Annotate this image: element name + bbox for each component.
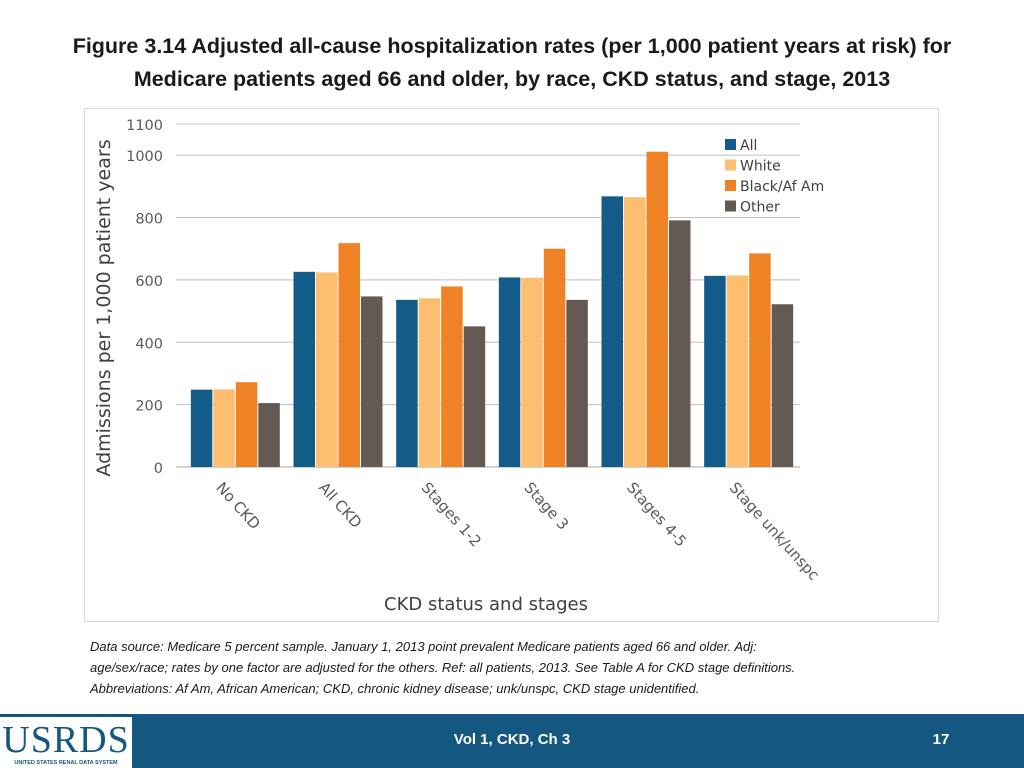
y-tick-label: 1100 <box>126 118 163 134</box>
bar-other-1 <box>361 296 383 467</box>
bar-other-3 <box>566 299 588 467</box>
y-tick-label: 400 <box>135 336 163 352</box>
bar-black-af-am-4 <box>646 151 668 467</box>
bar-all-1 <box>293 271 315 467</box>
footer-bar <box>0 714 1024 768</box>
bar-chart: 0 200 400 600 800 1000 1100 No CKD All CKD Stage… <box>93 118 824 615</box>
bar-white-2 <box>418 298 441 467</box>
legend-label: White <box>740 159 781 175</box>
y-tick-label: 1000 <box>126 149 163 165</box>
bar-black-af-am-0 <box>235 382 258 467</box>
slide-title: Figure 3.14 Adjusted all-cause hospitali… <box>0 30 1024 96</box>
footnote-line-3: Abbreviations: Af Am, African American; … <box>90 681 700 696</box>
logo-rule <box>0 714 132 717</box>
bar-white-4 <box>624 197 646 467</box>
bar-white-1 <box>316 272 338 467</box>
bar-other-2 <box>463 326 486 467</box>
bars <box>190 151 794 467</box>
y-tick-label: 0 <box>154 461 163 477</box>
bar-black-af-am-5 <box>749 253 771 467</box>
legend-swatch-black-af-am <box>725 180 736 191</box>
bar-black-af-am-2 <box>441 286 463 467</box>
x-axis-label: CKD status and stages <box>384 594 588 615</box>
page-number: 17 <box>932 731 950 748</box>
legend-label: Black/Af Am <box>740 179 824 195</box>
bar-white-3 <box>521 277 543 467</box>
bar-black-af-am-3 <box>543 248 566 467</box>
footnote-line-2: age/sex/race; rates by one factor are ad… <box>90 660 796 675</box>
legend-swatch-white <box>725 159 736 171</box>
legend-label: Other <box>740 200 780 216</box>
legend-swatch-all <box>725 139 736 150</box>
x-category-label: No CKD <box>212 479 264 533</box>
y-tick-label: 200 <box>135 399 163 415</box>
usrds-logo: USRDS UNITED STATES RENAL DATA SYSTEM <box>0 714 132 768</box>
footnote-line-1: Data source: Medicare 5 percent sample. … <box>90 639 757 654</box>
x-category-label: Stage unk/unspc <box>726 479 823 584</box>
logo-subtext: UNITED STATES RENAL DATA SYSTEM <box>14 760 118 766</box>
y-tick-label: 800 <box>135 212 163 228</box>
logo-text: USRDS <box>2 719 130 761</box>
bar-other-5 <box>771 304 794 467</box>
x-category-labels: No CKD All CKD Stages 1-2 Stage 3 Stages 4-5… <box>212 479 823 584</box>
x-category-label: Stages 4-5 <box>623 479 690 551</box>
bar-other-4 <box>669 220 691 467</box>
legend: All White Black/Af Am Other <box>725 138 824 216</box>
y-axis-label: Admissions per 1,000 patient years <box>93 139 115 476</box>
y-tick-label: 600 <box>135 274 163 290</box>
bar-black-af-am-1 <box>338 243 360 467</box>
x-category-label: Stages 1-2 <box>418 479 485 551</box>
bar-all-4 <box>601 196 623 467</box>
legend-label: All <box>740 138 757 154</box>
gridlines <box>176 123 800 468</box>
y-tick-labels: 0 200 400 600 800 1000 1100 <box>126 118 163 477</box>
bar-all-0 <box>190 389 213 467</box>
bar-white-5 <box>726 275 749 467</box>
bar-other-0 <box>258 403 280 467</box>
title-line-2: Medicare patients aged 66 and older, by … <box>133 67 891 91</box>
footnote: Data source: Medicare 5 percent sample. … <box>90 636 950 699</box>
x-category-label: Stage 3 <box>520 479 572 534</box>
legend-swatch-other <box>725 200 736 212</box>
bar-white-0 <box>213 389 235 467</box>
bar-all-5 <box>704 275 726 467</box>
title-line-1: Figure 3.14 Adjusted all-cause hospitali… <box>72 34 952 58</box>
bar-all-3 <box>498 277 521 467</box>
x-category-label: All CKD <box>315 479 365 532</box>
bar-all-2 <box>396 299 418 467</box>
footer-label: Vol 1, CKD, Ch 3 <box>453 731 571 748</box>
